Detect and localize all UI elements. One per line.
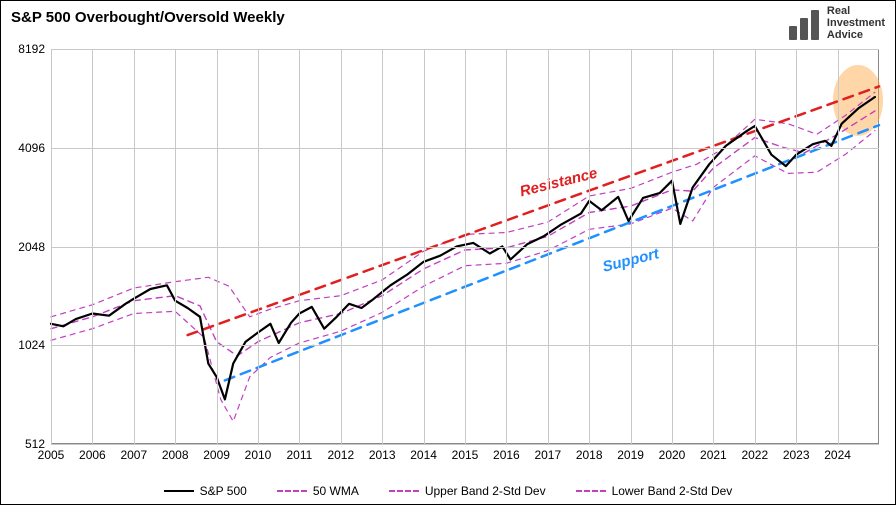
x-tick-label: 2009: [203, 448, 230, 462]
vgrid-line: [589, 49, 590, 444]
legend: S&P 500 50 WMA Upper Band 2-Std Dev Lowe…: [1, 484, 895, 498]
y-tick-label: 1024: [18, 338, 45, 352]
x-tick-label: 2008: [162, 448, 189, 462]
vgrid-line: [465, 49, 466, 444]
vgrid-line: [175, 49, 176, 444]
legend-swatch: [277, 490, 307, 492]
vgrid-line: [755, 49, 756, 444]
vgrid-line: [382, 49, 383, 444]
x-tick-label: 2013: [369, 448, 396, 462]
x-tick-label: 2022: [741, 448, 768, 462]
vgrid-line: [548, 49, 549, 444]
legend-label: S&P 500: [200, 484, 247, 498]
vgrid-line: [796, 49, 797, 444]
x-tick-label: 2005: [38, 448, 65, 462]
vgrid-line: [134, 49, 135, 444]
vgrid-line: [631, 49, 632, 444]
vgrid-line: [424, 49, 425, 444]
legend-label: Upper Band 2-Std Dev: [425, 484, 546, 498]
vgrid-line: [506, 49, 507, 444]
x-tick-label: 2015: [452, 448, 479, 462]
x-tick-label: 2021: [700, 448, 727, 462]
x-tick-label: 2014: [410, 448, 437, 462]
x-tick-label: 2010: [245, 448, 272, 462]
legend-item-sp500: S&P 500: [164, 484, 247, 498]
chart-title: S&P 500 Overbought/Oversold Weekly: [11, 9, 285, 26]
legend-label: Lower Band 2-Std Dev: [612, 484, 733, 498]
x-tick-label: 2023: [783, 448, 810, 462]
legend-swatch: [164, 490, 194, 492]
logo-text: Real Investment Advice: [827, 5, 885, 41]
logo-line: Advice: [827, 29, 885, 41]
y-tick-label: 2048: [18, 240, 45, 254]
y-tick-label: 4096: [18, 141, 45, 155]
vgrid-line: [672, 49, 673, 444]
logo-bars-icon: [789, 6, 823, 40]
vgrid-line: [258, 49, 259, 444]
x-tick-label: 2011: [286, 448, 312, 462]
legend-swatch: [389, 490, 419, 492]
vgrid-line: [51, 49, 52, 444]
x-tick-label: 2006: [79, 448, 106, 462]
vgrid-line: [713, 49, 714, 444]
chart-container: S&P 500 Overbought/Oversold Weekly Real …: [0, 0, 896, 505]
x-tick-label: 2016: [493, 448, 520, 462]
logo-line: Investment: [827, 17, 885, 29]
legend-item-upper: Upper Band 2-Std Dev: [389, 484, 546, 498]
vgrid-line: [341, 49, 342, 444]
x-tick-label: 2020: [659, 448, 686, 462]
legend-label: 50 WMA: [313, 484, 359, 498]
x-tick-label: 2017: [534, 448, 561, 462]
vgrid-line: [838, 49, 839, 444]
logo-line: Real: [827, 5, 885, 17]
vgrid-line: [92, 49, 93, 444]
x-tick-label: 2019: [617, 448, 644, 462]
x-tick-label: 2012: [327, 448, 354, 462]
x-tick-label: 2018: [576, 448, 603, 462]
brand-logo: Real Investment Advice: [789, 5, 885, 41]
x-tick-label: 2024: [824, 448, 851, 462]
hgrid-line: [51, 444, 879, 445]
legend-item-lower: Lower Band 2-Std Dev: [576, 484, 733, 498]
y-tick-label: 8192: [18, 42, 45, 56]
plot-area: Resistance Support 512102420484096819220…: [51, 49, 879, 444]
legend-swatch: [576, 490, 606, 492]
trendline-resistance: [188, 86, 879, 335]
vgrid-line: [217, 49, 218, 444]
legend-item-wma50: 50 WMA: [277, 484, 359, 498]
x-tick-label: 2007: [120, 448, 147, 462]
vgrid-line: [299, 49, 300, 444]
